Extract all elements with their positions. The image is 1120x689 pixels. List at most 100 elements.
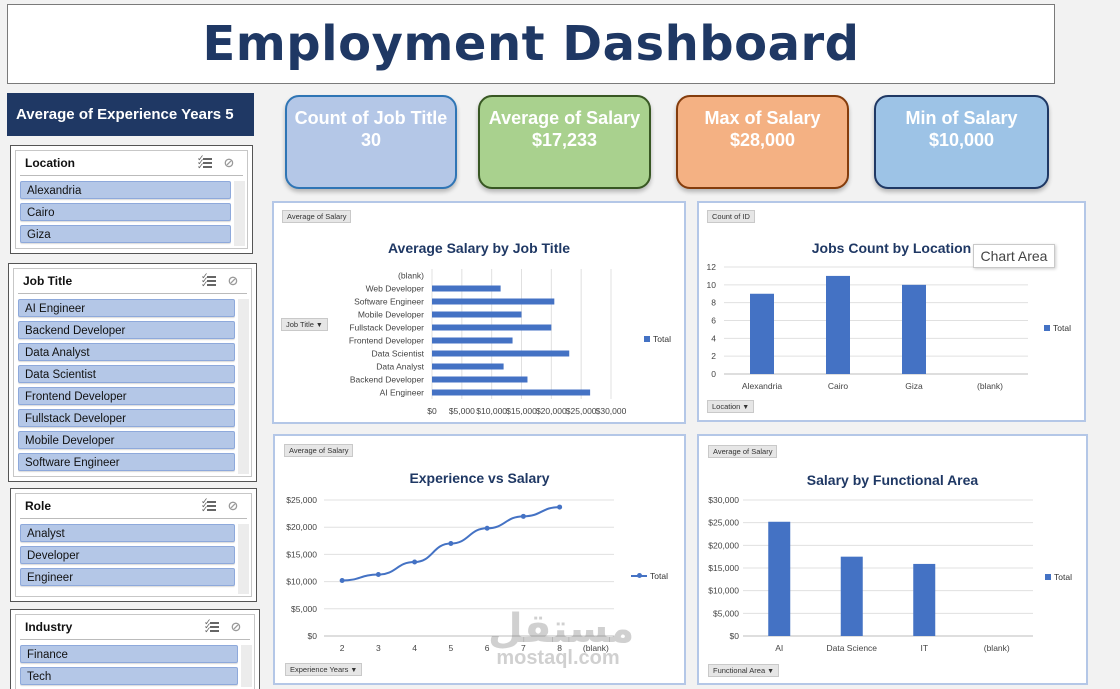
kpi-max-salary[interactable]: Max of Salary $28,000 bbox=[676, 95, 849, 189]
axis-field-button[interactable]: Experience Years bbox=[285, 663, 363, 676]
jobs-by-location-panel[interactable]: Count of ID Jobs Count by Location Locat… bbox=[697, 201, 1086, 422]
job-title-slicer: Job Title ⊘ AI Engineer Backend Develope… bbox=[8, 263, 257, 482]
slicer-item[interactable]: Developer bbox=[20, 546, 235, 564]
slicer-scrollbar[interactable] bbox=[238, 299, 249, 474]
slicer-item[interactable]: Data Scientist bbox=[18, 365, 235, 383]
slicer-item[interactable]: Data Analyst bbox=[18, 343, 235, 361]
industry-slicer: Industry ⊘ Finance Tech bbox=[10, 609, 260, 689]
slicer-header: Role ⊘ bbox=[20, 494, 247, 519]
kpi-min-salary[interactable]: Min of Salary $10,000 bbox=[874, 95, 1049, 189]
y-tick-label: $10,000 bbox=[286, 577, 317, 587]
slicer-scrollbar[interactable] bbox=[234, 181, 245, 246]
value-field-button[interactable]: Count of ID bbox=[707, 210, 755, 223]
data-point bbox=[484, 525, 490, 531]
axis-field-button[interactable]: Location bbox=[707, 400, 755, 413]
slicer-items: Analyst Developer Engineer bbox=[20, 524, 235, 594]
kpi-label: Count of Job Title bbox=[294, 108, 448, 128]
bar bbox=[840, 556, 863, 636]
chart-legend: Total bbox=[644, 334, 671, 344]
slicer-frame: Role ⊘ Analyst Developer Engineer bbox=[15, 493, 252, 597]
slicer-item[interactable]: Mobile Developer bbox=[18, 431, 235, 449]
multi-select-icon[interactable] bbox=[201, 497, 217, 513]
salary-by-job-panel[interactable]: Average of Salary Average Salary by Job … bbox=[272, 201, 686, 424]
value-field-button[interactable]: Average of Salary bbox=[282, 210, 352, 223]
x-tick-label: 8 bbox=[557, 643, 562, 653]
y-tick-label: 12 bbox=[707, 262, 717, 272]
bar bbox=[432, 298, 555, 305]
kpi-label: Average of Salary bbox=[488, 108, 641, 128]
value-field-button[interactable]: Average of Salary bbox=[284, 444, 354, 457]
y-tick-label: Fullstack Developer bbox=[349, 323, 424, 333]
legend-label: Total bbox=[650, 571, 668, 581]
multi-select-icon[interactable] bbox=[204, 618, 220, 634]
clear-filter-icon[interactable]: ⊘ bbox=[227, 498, 239, 513]
clear-filter-icon[interactable]: ⊘ bbox=[227, 273, 239, 288]
slicer-item[interactable]: Tech bbox=[20, 667, 238, 685]
slicer-items: Finance Tech bbox=[20, 645, 238, 687]
slicer-title: Industry bbox=[25, 620, 73, 634]
bar bbox=[750, 293, 774, 374]
data-point bbox=[375, 572, 381, 578]
clear-filter-icon[interactable]: ⊘ bbox=[223, 155, 235, 170]
y-tick-label: Mobile Developer bbox=[358, 310, 424, 320]
bar bbox=[432, 337, 513, 344]
page-title: Employment Dashboard bbox=[202, 16, 860, 72]
y-tick-label: 0 bbox=[711, 369, 716, 379]
bar bbox=[432, 350, 570, 357]
x-tick-label: 3 bbox=[376, 643, 381, 653]
value-field-button[interactable]: Average of Salary bbox=[708, 445, 778, 458]
slicer-scrollbar[interactable] bbox=[238, 524, 249, 594]
legend-swatch bbox=[1044, 325, 1050, 331]
y-tick-label: 2 bbox=[711, 351, 716, 361]
slicer-item[interactable]: Analyst bbox=[20, 524, 235, 542]
slicer-item[interactable]: Engineer bbox=[20, 568, 235, 586]
y-tick-label: $20,000 bbox=[286, 522, 317, 532]
bar bbox=[432, 376, 528, 383]
location-slicer: Location ⊘ Alexandria Cairo Giza bbox=[10, 145, 253, 254]
y-tick-label: Frontend Developer bbox=[349, 336, 424, 346]
dashboard-title-box: Employment Dashboard bbox=[7, 4, 1055, 84]
slicer-item[interactable]: AI Engineer bbox=[18, 299, 235, 317]
y-tick-label: $0 bbox=[308, 631, 318, 641]
slicer-item[interactable]: Software Engineer bbox=[18, 453, 235, 471]
x-tick-label: 5 bbox=[449, 643, 454, 653]
x-tick-label: Alexandria bbox=[742, 381, 782, 391]
chart-title: Jobs Count by Location bbox=[811, 240, 972, 256]
multi-select-icon[interactable] bbox=[197, 154, 213, 170]
y-tick-label: $20,000 bbox=[708, 540, 739, 550]
slicer-item[interactable]: Frontend Developer bbox=[18, 387, 235, 405]
slicer-items: AI Engineer Backend Developer Data Analy… bbox=[18, 299, 235, 474]
salary-by-area-panel[interactable]: Average of Salary Salary by Functional A… bbox=[697, 434, 1088, 685]
multi-select-icon[interactable] bbox=[201, 272, 217, 288]
axis-field-button[interactable]: Functional Area bbox=[708, 664, 779, 677]
slicer-item[interactable]: Fullstack Developer bbox=[18, 409, 235, 427]
axis-field-button[interactable]: Job Title bbox=[281, 318, 328, 331]
slicer-item[interactable]: Finance bbox=[20, 645, 238, 663]
x-tick-label: $15,000 bbox=[506, 406, 537, 416]
bar bbox=[432, 285, 501, 292]
y-tick-label: $30,000 bbox=[708, 495, 739, 505]
y-tick-label: $15,000 bbox=[708, 563, 739, 573]
kpi-average-salary[interactable]: Average of Salary $17,233 bbox=[478, 95, 651, 189]
y-tick-label: Web Developer bbox=[366, 284, 425, 294]
legend-swatch bbox=[644, 336, 650, 342]
x-tick-label: (blank) bbox=[583, 643, 609, 653]
legend-label: Total bbox=[653, 334, 671, 344]
bar bbox=[432, 363, 504, 370]
slicer-item[interactable]: Cairo bbox=[20, 203, 231, 221]
y-tick-label: $10,000 bbox=[708, 586, 739, 596]
slicer-item[interactable]: Backend Developer bbox=[18, 321, 235, 339]
x-tick-label: 2 bbox=[340, 643, 345, 653]
slicer-scrollbar[interactable] bbox=[241, 645, 252, 687]
clear-filter-icon[interactable]: ⊘ bbox=[230, 619, 242, 634]
experience-vs-salary-panel[interactable]: Average of Salary Experience vs Salary E… bbox=[273, 434, 686, 685]
slicer-item[interactable]: Giza bbox=[20, 225, 231, 243]
x-tick-label: $10,000 bbox=[476, 406, 507, 416]
slicer-item[interactable]: Alexandria bbox=[20, 181, 231, 199]
chart-legend: Total bbox=[631, 571, 668, 581]
x-tick-label: $25,000 bbox=[566, 406, 597, 416]
kpi-count-job-title[interactable]: Count of Job Title 30 bbox=[285, 95, 457, 189]
x-tick-label: IT bbox=[920, 643, 928, 653]
y-tick-label: 8 bbox=[711, 298, 716, 308]
legend-label: Total bbox=[1053, 323, 1071, 333]
